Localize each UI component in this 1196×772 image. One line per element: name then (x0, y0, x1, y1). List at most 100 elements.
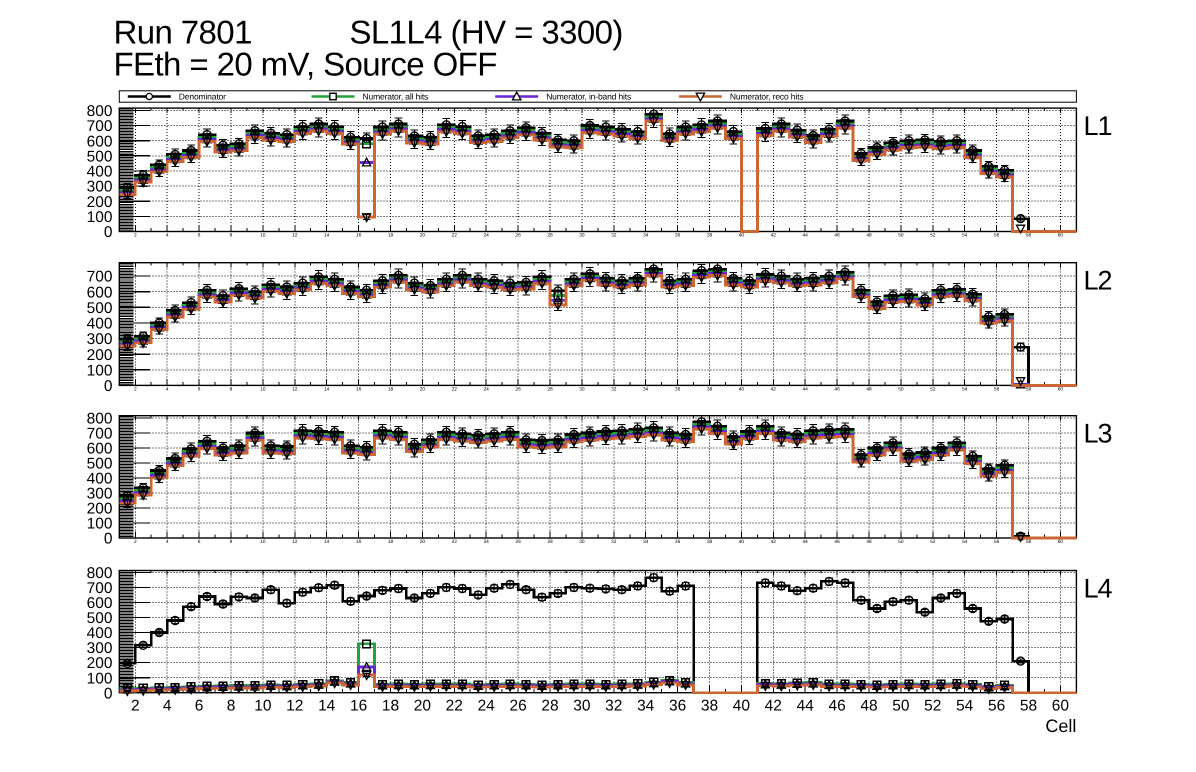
svg-text:600: 600 (87, 595, 113, 612)
svg-text:54: 54 (956, 698, 974, 715)
svg-text:300: 300 (87, 179, 113, 196)
svg-text:20: 20 (420, 386, 426, 392)
svg-text:0: 0 (104, 378, 113, 395)
svg-text:54: 54 (962, 539, 968, 545)
svg-text:12: 12 (292, 386, 298, 392)
svg-text:500: 500 (87, 456, 113, 473)
svg-text:60: 60 (1052, 698, 1070, 715)
svg-text:58: 58 (1020, 698, 1037, 715)
svg-text:2: 2 (131, 698, 140, 715)
svg-text:100: 100 (87, 516, 113, 533)
svg-text:46: 46 (828, 698, 845, 715)
svg-text:20: 20 (420, 232, 426, 238)
svg-text:50: 50 (898, 539, 904, 545)
svg-text:12: 12 (292, 539, 298, 545)
svg-text:44: 44 (803, 539, 809, 545)
svg-text:50: 50 (898, 232, 904, 238)
svg-text:8: 8 (230, 539, 233, 545)
svg-text:28: 28 (541, 698, 558, 715)
svg-text:300: 300 (87, 486, 113, 503)
svg-text:Cell: Cell (1045, 716, 1076, 736)
svg-text:6: 6 (198, 539, 201, 545)
svg-text:32: 32 (611, 539, 617, 545)
svg-text:42: 42 (771, 386, 777, 392)
svg-text:Numerator, all hits: Numerator, all hits (363, 92, 429, 102)
svg-text:58: 58 (1026, 386, 1032, 392)
svg-text:18: 18 (388, 386, 394, 392)
svg-text:42: 42 (771, 539, 777, 545)
svg-text:46: 46 (834, 539, 840, 545)
svg-text:32: 32 (605, 698, 622, 715)
svg-text:800: 800 (87, 565, 113, 582)
svg-text:700: 700 (87, 118, 113, 135)
svg-text:200: 200 (87, 655, 113, 672)
svg-text:40: 40 (739, 232, 745, 238)
svg-text:200: 200 (87, 347, 113, 364)
svg-text:10: 10 (260, 539, 266, 545)
svg-text:300: 300 (87, 640, 113, 657)
svg-text:2: 2 (134, 232, 137, 238)
svg-text:12: 12 (286, 698, 303, 715)
svg-text:46: 46 (834, 386, 840, 392)
svg-text:16: 16 (356, 232, 362, 238)
svg-text:54: 54 (962, 232, 968, 238)
svg-text:8: 8 (227, 698, 236, 715)
svg-text:52: 52 (930, 232, 936, 238)
svg-text:36: 36 (675, 539, 681, 545)
svg-text:56: 56 (994, 232, 1000, 238)
svg-text:L2: L2 (1084, 266, 1112, 296)
svg-text:700: 700 (87, 580, 113, 597)
svg-text:32: 32 (611, 232, 617, 238)
svg-text:54: 54 (962, 386, 968, 392)
svg-text:16: 16 (356, 539, 362, 545)
svg-text:14: 14 (324, 539, 330, 545)
svg-text:28: 28 (547, 539, 553, 545)
svg-text:56: 56 (994, 386, 1000, 392)
svg-text:400: 400 (87, 316, 113, 333)
svg-text:10: 10 (260, 386, 266, 392)
svg-text:22: 22 (452, 232, 458, 238)
svg-text:700: 700 (87, 269, 113, 286)
svg-text:22: 22 (452, 386, 458, 392)
svg-text:200: 200 (87, 194, 113, 211)
svg-text:38: 38 (707, 232, 713, 238)
svg-text:32: 32 (611, 386, 617, 392)
svg-text:36: 36 (675, 386, 681, 392)
svg-text:14: 14 (324, 386, 330, 392)
svg-text:8: 8 (230, 386, 233, 392)
svg-text:46: 46 (834, 232, 840, 238)
svg-text:52: 52 (924, 698, 941, 715)
svg-text:42: 42 (765, 698, 782, 715)
svg-text:48: 48 (866, 539, 872, 545)
svg-text:Numerator, in-band hits: Numerator, in-band hits (546, 92, 631, 102)
svg-text:38: 38 (707, 386, 713, 392)
svg-text:22: 22 (452, 539, 458, 545)
svg-text:2: 2 (134, 539, 137, 545)
svg-text:60: 60 (1058, 232, 1064, 238)
svg-text:14: 14 (324, 232, 330, 238)
svg-text:L4: L4 (1084, 574, 1113, 604)
svg-text:SL1L4 (HV = 3300): SL1L4 (HV = 3300) (350, 14, 623, 51)
svg-text:8: 8 (230, 232, 233, 238)
svg-text:24: 24 (484, 386, 490, 392)
svg-text:700: 700 (87, 426, 113, 443)
svg-text:0: 0 (104, 531, 113, 548)
svg-text:800: 800 (87, 103, 113, 120)
svg-text:18: 18 (388, 232, 394, 238)
svg-text:50: 50 (892, 698, 910, 715)
svg-text:34: 34 (637, 698, 655, 715)
svg-text:38: 38 (701, 698, 718, 715)
svg-text:L1: L1 (1084, 111, 1112, 141)
svg-text:44: 44 (797, 698, 815, 715)
svg-text:26: 26 (515, 232, 521, 238)
svg-text:44: 44 (803, 386, 809, 392)
svg-text:400: 400 (87, 164, 113, 181)
svg-text:100: 100 (87, 209, 113, 226)
svg-text:40: 40 (733, 698, 751, 715)
svg-text:34: 34 (643, 386, 649, 392)
svg-text:800: 800 (87, 411, 113, 428)
svg-text:L3: L3 (1084, 419, 1112, 449)
svg-text:100: 100 (87, 362, 113, 379)
svg-text:18: 18 (388, 539, 394, 545)
svg-text:40: 40 (739, 386, 745, 392)
